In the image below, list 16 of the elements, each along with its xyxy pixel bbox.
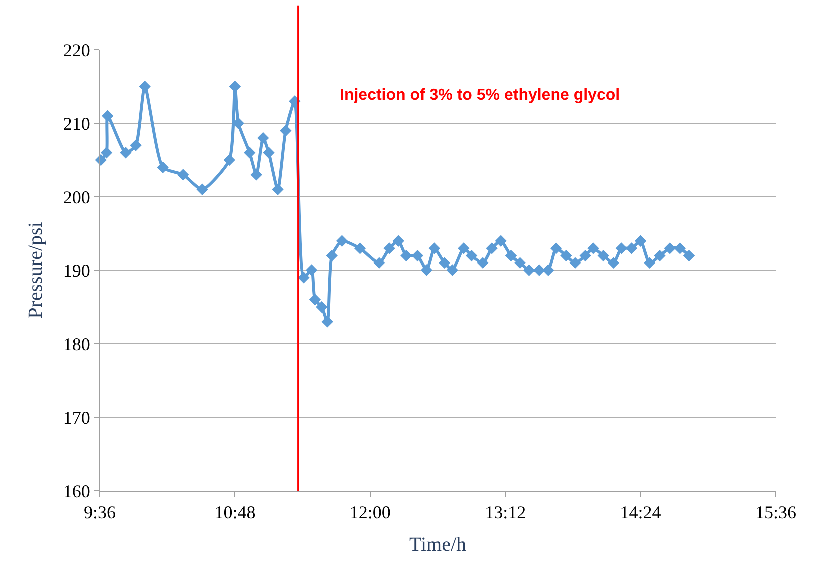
x-tick-label: 12:00 (350, 502, 391, 523)
y-tick-label: 210 (63, 114, 90, 134)
y-tick-label: 160 (63, 481, 90, 502)
x-tick-label: 15:36 (755, 502, 797, 523)
x-tick-label: 13:12 (485, 502, 526, 523)
y-tick-label: 170 (63, 408, 90, 428)
y-tick-label: 190 (63, 260, 90, 281)
y-tick-label: 180 (63, 334, 90, 354)
y-tick-label: 220 (63, 40, 90, 60)
y-tick-label: 200 (63, 187, 90, 208)
y-axis-title: Pressure/psi (24, 222, 47, 319)
ref-line-label: Injection of 3% to 5% ethylene glycol (340, 87, 620, 104)
x-tick-label: 14:24 (620, 502, 662, 523)
x-axis-title: Time/h (409, 534, 467, 556)
x-tick-label: 10:48 (214, 502, 256, 523)
x-tick-label: 9:36 (84, 502, 116, 523)
